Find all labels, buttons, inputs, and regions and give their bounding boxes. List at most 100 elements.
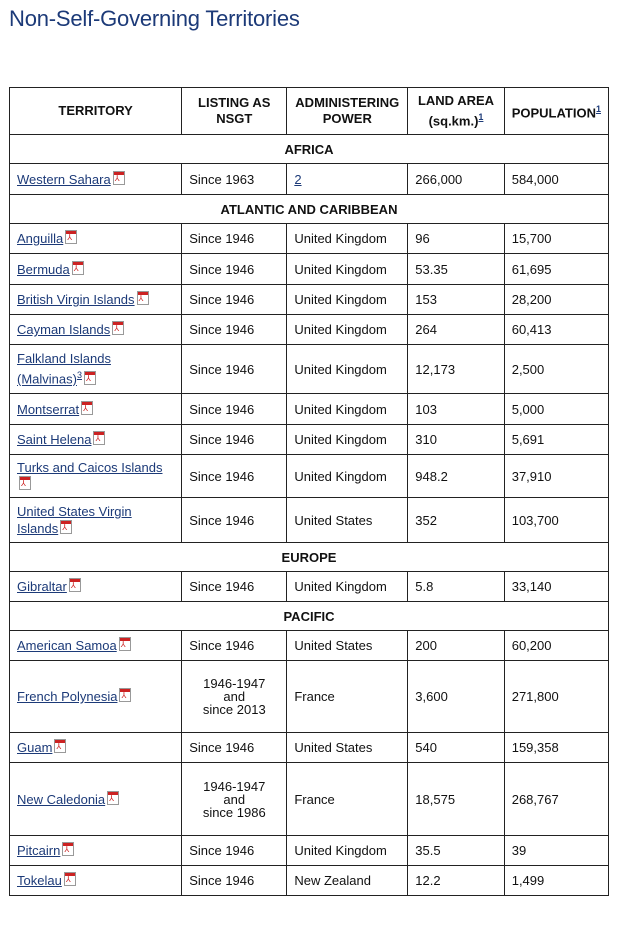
pdf-file-icon[interactable] [62,842,75,856]
territory-link[interactable]: Bermuda [17,261,70,277]
header-row: TERRITORY LISTING AS NSGT ADMINISTERING … [8,87,610,135]
territory-link[interactable]: Pitcairn [17,843,61,858]
territory-link[interactable]: Falkland Islands (Malvinas) [17,351,111,387]
territory-link[interactable]: Cayman Islands [17,322,111,337]
power-cell: United States [286,630,409,661]
territories-table: TERRITORY LISTING AS NSGT ADMINISTERING … [8,87,610,896]
territory-cell: British Virgin Islands [8,284,183,315]
population-cell: 39 [503,835,610,866]
territory-link[interactable]: Turks and Caicos Islands [17,460,163,475]
territory-link[interactable]: Tokelau [17,873,62,888]
area-cell: 153 [407,284,505,315]
territory-cell: Falkland Islands (Malvinas)3 [8,344,183,394]
population-cell: 60,413 [503,314,610,345]
territory-link[interactable]: Montserrat [17,401,80,417]
population-cell: 1,499 [503,865,610,896]
pdf-file-icon[interactable] [119,688,132,702]
footnote-link[interactable]: 1 [478,111,484,122]
area-cell: 200 [407,630,505,661]
area-cell: 53.35 [407,253,505,285]
territory-link[interactable]: United States Virgin Islands [17,504,132,536]
listing-line: 1946-1947 [203,778,266,794]
listing-cell: Since 1946 [181,835,288,866]
pdf-file-icon[interactable] [68,578,81,592]
pdf-file-icon[interactable] [60,520,73,534]
territory-cell: Montserrat [8,393,183,425]
population-cell: 33,140 [503,571,610,602]
pdf-file-icon[interactable] [112,321,125,335]
pdf-file-icon[interactable] [136,291,149,305]
territory-link[interactable]: Anguilla [17,231,64,246]
footnote-link[interactable]: 2 [294,171,302,187]
territory-link[interactable]: Gibraltar [17,579,67,594]
power-cell: United States [286,732,409,763]
power-cell: United Kingdom [286,344,409,394]
header-listing: LISTING AS NSGT [181,87,288,135]
pdf-file-icon[interactable] [19,476,31,490]
listing-line: and [223,689,246,704]
territory-cell: Guam [8,732,183,763]
power-cell: United Kingdom [286,284,409,315]
listing-cell: Since 1946 [181,344,288,394]
pdf-file-icon[interactable] [118,637,131,651]
territory-cell: Bermuda [8,253,183,285]
pdf-file-icon[interactable] [107,790,120,805]
header-territory: TERRITORY [8,87,183,135]
population-cell: 103,700 [503,497,610,543]
population-cell: 2,500 [503,344,610,394]
area-cell: 3,600 [407,660,505,733]
region-heading: PACIFIC [9,601,609,631]
area-cell: 352 [407,497,505,543]
area-cell: 5.8 [407,571,505,602]
region-row: PACIFIC [9,601,609,631]
population-cell: 37,910 [503,454,610,498]
table-row: Turks and Caicos Islands Since 1946United… [8,454,610,498]
territory-link[interactable]: American Samoa [17,638,117,653]
listing-cell: Since 1946 [181,223,288,254]
area-cell: 103 [407,393,505,425]
territory-link[interactable]: British Virgin Islands [17,292,135,307]
region-heading: EUROPE [9,542,609,572]
pdf-file-icon[interactable] [112,170,125,185]
area-cell: 310 [407,424,505,455]
area-cell: 540 [407,732,505,763]
listing-cell: Since 1946 [181,314,288,345]
area-cell: 266,000 [407,163,505,195]
territory-link[interactable]: New Caledonia [17,791,106,807]
footnote-link[interactable]: 1 [595,103,601,114]
region-row: ATLANTIC AND CARIBBEAN [9,194,609,224]
pdf-file-icon[interactable] [93,431,106,445]
listing-line: since 2013 [202,702,266,717]
territory-cell: New Caledonia [8,762,183,836]
pdf-file-icon[interactable] [65,230,78,244]
population-cell: 61,695 [503,253,610,285]
pdf-file-icon[interactable] [71,260,84,275]
listing-cell: 1946-1947 and since 1986 [181,762,288,836]
listing-cell: Since 1946 [181,454,288,498]
listing-line: and [223,791,246,807]
pdf-file-icon[interactable] [83,370,96,385]
territory-cell: French Polynesia [8,660,183,733]
pdf-file-icon[interactable] [54,739,67,753]
pdf-file-icon[interactable] [63,872,76,886]
territory-link[interactable]: French Polynesia [17,689,118,704]
territory-link[interactable]: Western Sahara [17,171,111,187]
area-cell: 18,575 [407,762,505,836]
footnote-link[interactable]: 3 [76,370,82,381]
area-cell: 12,173 [407,344,505,394]
pdf-file-icon[interactable] [81,400,94,415]
listing-cell: Since 1946 [181,732,288,763]
territory-link[interactable]: Saint Helena [17,432,92,447]
area-cell: 948.2 [407,454,505,498]
territory-link[interactable]: Guam [17,740,53,755]
territory-cell: Turks and Caicos Islands [8,454,183,498]
table-row: Falkland Islands (Malvinas)3Since 1946Un… [8,344,610,394]
power-cell: New Zealand [286,865,409,896]
power-cell: United Kingdom [286,571,409,602]
